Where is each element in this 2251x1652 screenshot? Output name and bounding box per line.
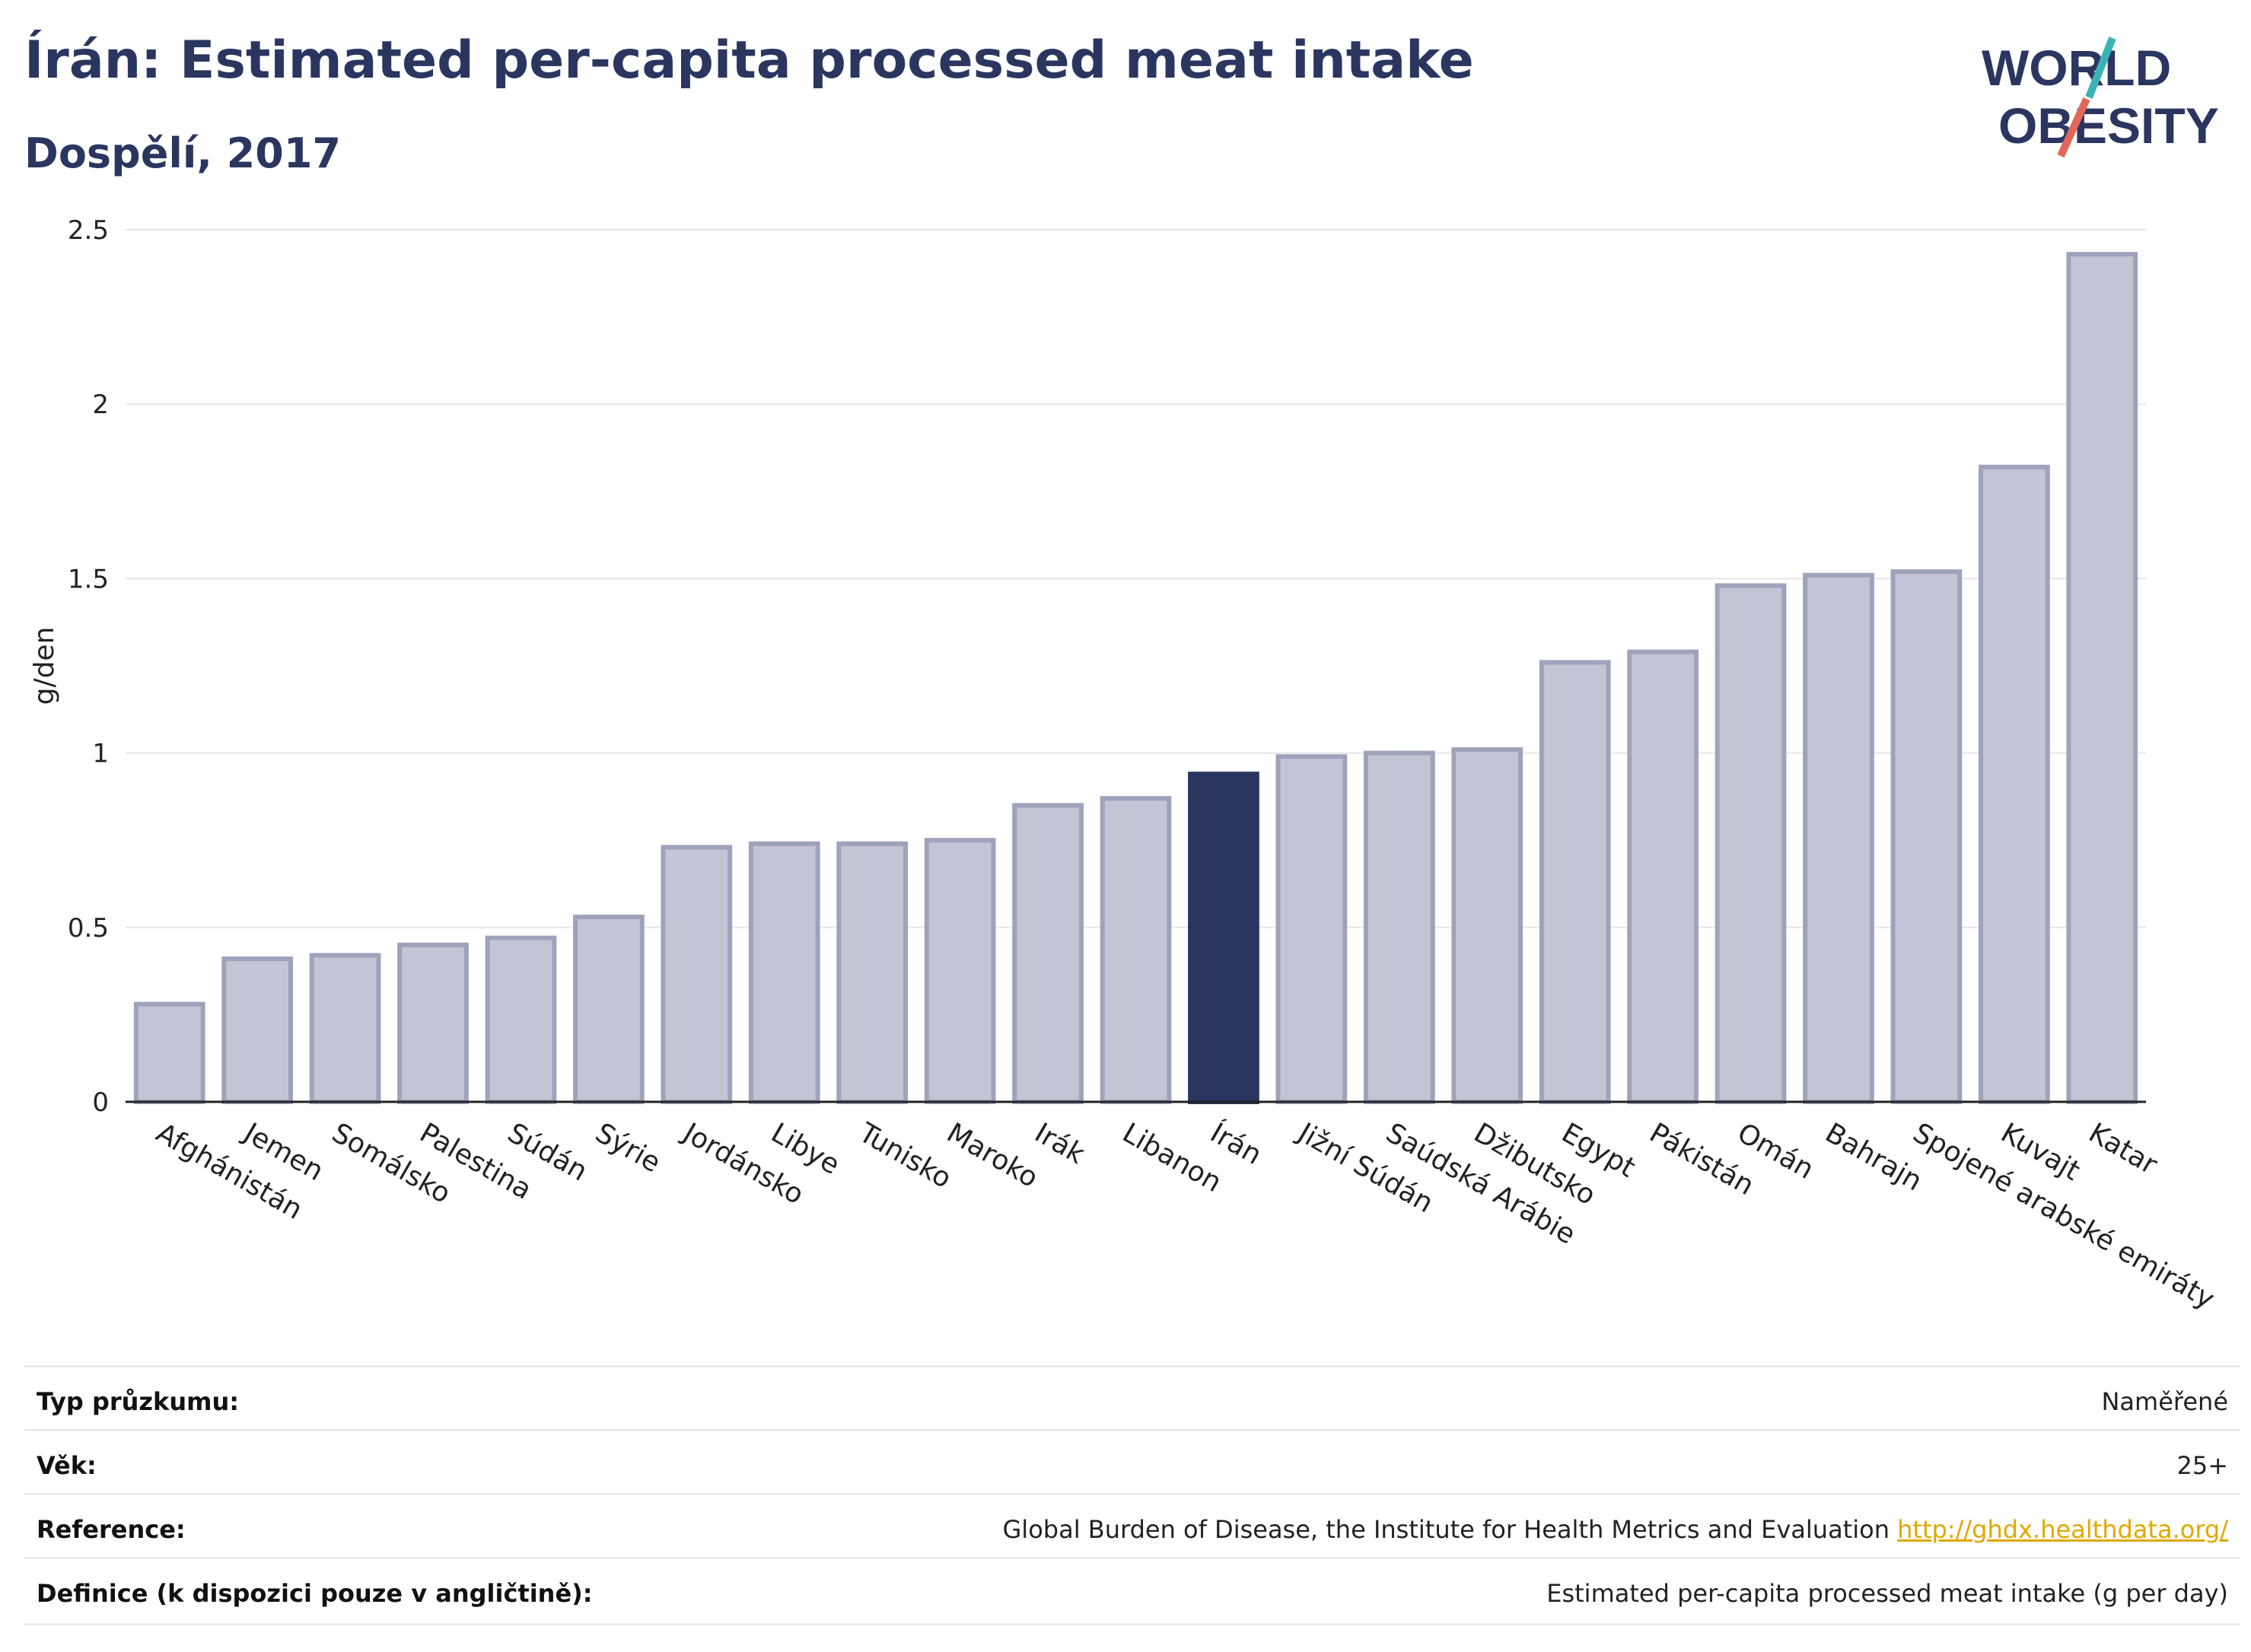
logo-line2: OBESITY [1998,97,2219,154]
info-label: Definice (k dispozici pouze v angličtině… [37,1579,593,1608]
reference-link[interactable]: http://ghdx.healthdata.org/ [1897,1515,2228,1544]
x-tick-label: Afghánistán [151,1117,307,1226]
x-tick-label: Maroko [941,1117,1043,1194]
y-tick-label: 1 [92,739,109,769]
bar [1539,660,1611,1104]
bar [748,841,820,1105]
x-tick-label: Katar [2084,1117,2163,1181]
x-tick-label: Sýrie [590,1117,665,1179]
bar [1012,803,1084,1104]
bar [1890,569,1963,1104]
bar [1627,649,1699,1104]
bar [133,1001,205,1104]
page-title: Írán: Estimated per-capita processed mea… [24,30,1474,91]
x-tick-label: Irák [1030,1117,1090,1170]
bar-chart: 0 0.5 1 1.5 2 2.5 AfghánistánJemenSomálskoPal… [29,215,2220,1316]
y-tick-label: 2.5 [68,215,109,246]
logo-teal-stroke [2085,37,2116,99]
x-axis-ticks: AfghánistánJemenSomálskoPalestinaSúdánSý… [151,1116,2219,1315]
x-tick-label: Bahrajn [1820,1117,1927,1197]
bars [133,252,2138,1105]
info-label: Věk: [37,1451,97,1480]
bar [1363,750,1435,1104]
bar [397,942,469,1104]
bar [573,915,645,1104]
bar [2066,252,2138,1104]
bar [221,957,294,1105]
y-tick-label: 2 [92,390,109,420]
world-obesity-logo: WORLD OBESITY [1982,37,2219,158]
info-row-survey-type: Typ průzkumu: Naměřené [24,1365,2240,1431]
bar [1188,772,1259,1104]
info-label: Reference: [37,1515,186,1544]
info-label: Typ průzkumu: [37,1387,240,1416]
reference-text: Global Burden of Disease, the Institute … [1002,1515,1890,1544]
bar [485,935,557,1104]
info-value: Estimated per-capita processed meat inta… [1546,1579,2228,1608]
logo-line1: WORLD [1982,40,2171,96]
y-axis-ticks: 0 0.5 1 1.5 2 2.5 [68,215,109,1118]
bar [1715,583,1787,1104]
bar [924,838,996,1104]
bar [1275,754,1348,1105]
bar [1803,572,1874,1104]
bar [1451,747,1523,1104]
info-value: 25+ [2176,1451,2228,1480]
bar [836,841,909,1105]
x-tick-label: Írán [1205,1116,1267,1171]
logo-red-stroke [2057,97,2090,158]
info-value: Naměřené [2101,1387,2228,1416]
y-tick-label: 0 [92,1087,109,1118]
y-axis-label: g/den [29,627,60,705]
y-tick-label: 0.5 [68,913,109,944]
bar [309,953,381,1105]
info-row-reference: Reference: Global Burden of Disease, the… [24,1493,2240,1559]
info-row-definition: Definice (k dispozici pouze v angličtině… [24,1557,2240,1625]
y-tick-label: 1.5 [68,564,109,594]
bar [1978,464,2050,1104]
x-tick-label: Tunisko [853,1117,957,1195]
info-value: Global Burden of Disease, the Institute … [1003,1515,2229,1544]
page-subtitle: Dospělí, 2017 [24,129,341,177]
bar [1100,796,1172,1105]
bar [661,845,733,1105]
info-row-age: Věk: 25+ [24,1429,2240,1495]
x-tick-label: Libanon [1117,1117,1227,1198]
